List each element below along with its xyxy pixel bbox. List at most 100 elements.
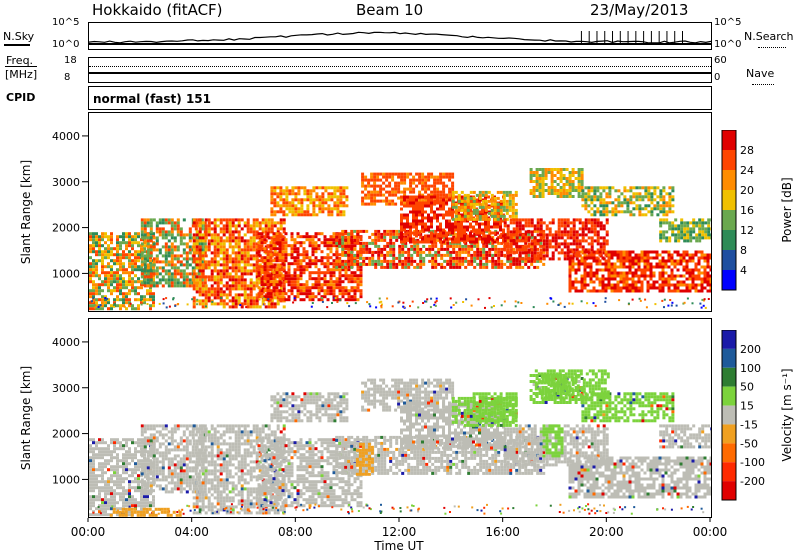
power-cell [282, 204, 286, 208]
power-cell [201, 284, 205, 288]
power-cell [448, 225, 451, 229]
power-cell [647, 210, 651, 214]
power-cell [152, 236, 156, 240]
power-cell [194, 272, 198, 276]
power-cell [622, 256, 626, 260]
power-cell [264, 218, 268, 222]
power-cell [491, 253, 495, 257]
power-cell [228, 305, 232, 309]
power-cell [682, 274, 686, 278]
power-cell [116, 247, 119, 251]
power-cell [542, 239, 546, 243]
power-cell [389, 262, 393, 266]
power-cell [607, 262, 611, 266]
power-cell [683, 221, 687, 225]
power-cell [305, 238, 309, 242]
power-cell [500, 262, 504, 266]
power-cell [146, 292, 149, 296]
power-cell [344, 235, 348, 239]
power-cell [359, 277, 363, 281]
power-cell [593, 198, 597, 202]
power-cell [128, 241, 131, 245]
power-cell [104, 256, 107, 260]
power-cell [198, 287, 202, 291]
power-cell [282, 201, 286, 205]
power-cell [593, 218, 597, 222]
power-cell [533, 245, 537, 249]
power-cell [691, 274, 695, 278]
power-cell [266, 292, 270, 296]
power-cell [95, 304, 98, 308]
power-cell [652, 250, 656, 254]
power-cell [339, 186, 343, 190]
power-cell [176, 245, 180, 249]
power-cell [577, 183, 581, 186]
power-cell [703, 271, 707, 275]
power-cell [637, 286, 641, 290]
power-cell [481, 217, 485, 221]
power-cell [530, 257, 534, 261]
power-cell [219, 278, 223, 282]
power-cell [689, 236, 693, 240]
power-cell [652, 286, 656, 290]
power-cell [497, 253, 501, 257]
power-cell [598, 277, 602, 281]
power-cell [697, 259, 701, 263]
power-cell [433, 210, 436, 214]
power-cell [198, 275, 202, 279]
power-cell [201, 254, 205, 258]
power-cell [379, 178, 383, 182]
power-cell [698, 239, 702, 243]
power-cell [604, 265, 608, 269]
power-cell [563, 221, 567, 225]
power-cell [266, 232, 270, 236]
power-cell [140, 269, 144, 273]
power-cell [210, 272, 214, 276]
power-cell [335, 298, 339, 302]
power-cell [685, 268, 689, 272]
power-cell [452, 235, 456, 239]
power-cell [637, 289, 641, 293]
power-cell [380, 262, 384, 266]
power-cell [213, 263, 217, 267]
power-cell [353, 298, 357, 302]
power-cell [581, 239, 585, 243]
power-cell [207, 233, 211, 237]
power-cell [533, 254, 537, 258]
power-cell [210, 263, 214, 267]
power-cell [291, 186, 295, 190]
power-cell [269, 256, 273, 260]
power-cell [451, 222, 454, 226]
power-cell [508, 205, 512, 209]
power-cell [370, 184, 374, 188]
power-cell [332, 262, 336, 266]
power-cell [296, 241, 300, 245]
power-cell [225, 227, 229, 231]
power-cell [240, 305, 244, 309]
power-cell [424, 190, 428, 194]
power-cell [146, 233, 150, 237]
power-cell [700, 277, 704, 281]
power-cell [506, 233, 510, 237]
power-cell [338, 241, 342, 245]
power-cell [698, 221, 702, 225]
power-cell [691, 268, 695, 272]
power-cell [110, 307, 113, 311]
power-cell [646, 280, 650, 284]
power-cell [255, 269, 259, 273]
power-cell [260, 256, 264, 260]
power-cell [296, 283, 300, 287]
power-cell [182, 233, 186, 237]
power-cell [538, 192, 542, 195]
power-cell [213, 293, 217, 297]
power-cell [439, 181, 443, 185]
power-cell [146, 281, 150, 285]
power-cell [347, 289, 351, 293]
power-cell [680, 218, 684, 222]
power-cell [332, 265, 336, 269]
power-cell [599, 224, 603, 228]
power-cell [571, 265, 575, 269]
power-cell [436, 181, 440, 185]
power-cell [602, 201, 606, 205]
power-cell [404, 232, 408, 236]
